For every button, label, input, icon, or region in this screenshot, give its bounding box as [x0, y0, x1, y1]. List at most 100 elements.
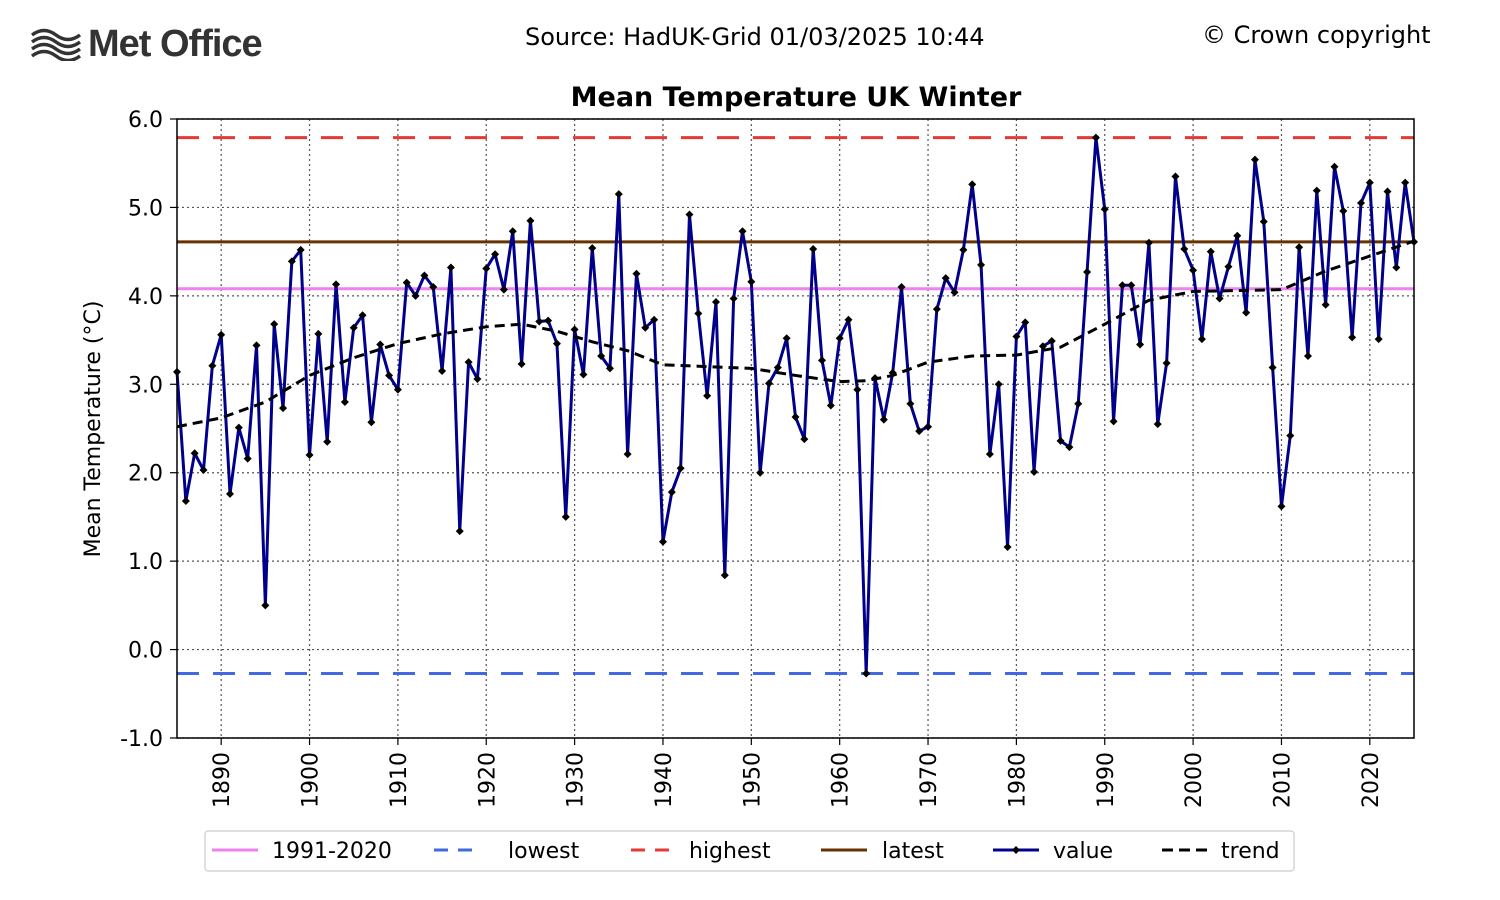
value-point — [226, 489, 235, 498]
value-point — [1277, 502, 1286, 511]
x-tick-label: 2010 — [1270, 752, 1295, 808]
value-point — [270, 320, 279, 329]
value-point — [314, 329, 323, 338]
value-point — [1401, 178, 1410, 187]
value-point — [517, 359, 526, 368]
met-office-logo: Met Office — [30, 22, 263, 66]
value-point — [420, 271, 429, 280]
x-tick-label: 1940 — [652, 752, 677, 808]
value-point — [482, 264, 491, 273]
value-point — [632, 269, 641, 278]
value-point — [747, 277, 756, 286]
value-point — [402, 278, 411, 287]
value-point — [738, 227, 747, 236]
value-point — [1189, 266, 1198, 275]
value-point — [791, 413, 800, 422]
value-point — [367, 418, 376, 427]
value-point — [464, 358, 473, 367]
value-point — [1100, 205, 1109, 214]
y-tick-label: 4.0 — [128, 285, 163, 310]
y-tick-label: 2.0 — [128, 462, 163, 487]
value-point — [915, 427, 924, 436]
value-point — [1303, 351, 1312, 360]
value-point — [1144, 238, 1153, 247]
value-point — [676, 464, 685, 473]
value-point — [1392, 263, 1401, 272]
y-tick-label: -1.0 — [120, 727, 163, 752]
x-tick-label: 2000 — [1182, 752, 1207, 808]
value-point — [1356, 199, 1365, 208]
x-tick-label: 1990 — [1094, 752, 1119, 808]
plot-frame — [176, 118, 1415, 739]
value-point — [756, 468, 765, 477]
x-tick-label: 1920 — [475, 752, 500, 808]
value-point — [508, 227, 517, 236]
value-point — [570, 325, 579, 334]
value-point — [994, 380, 1003, 389]
trend-line — [176, 239, 1415, 429]
value-point — [1180, 244, 1189, 253]
legend-item-value-label: value — [1053, 839, 1113, 864]
value-point — [552, 339, 561, 348]
value-point — [1083, 267, 1092, 276]
value-point — [764, 379, 773, 388]
value-point — [773, 363, 782, 372]
value-point — [941, 274, 950, 283]
legend: 1991-2020 lowest highest latest value trend — [204, 830, 1295, 872]
legend-item-1991-2020-label: 1991-2020 — [272, 839, 392, 864]
value-point — [711, 298, 720, 307]
x-axis-ticks: 1890 1900 1910 1920 1930 1940 1950 1960 1970 1980… — [210, 738, 1384, 808]
value-point — [641, 323, 650, 332]
y-tick-label: 3.0 — [128, 373, 163, 398]
value-point — [685, 210, 694, 219]
x-tick-label: 2020 — [1359, 752, 1384, 808]
value-point — [703, 391, 712, 400]
value-point — [544, 316, 553, 325]
value-point — [358, 311, 367, 320]
value-point — [332, 280, 341, 289]
value-point — [844, 315, 853, 324]
value-point — [1268, 363, 1277, 372]
legend-item-value-marker — [1012, 846, 1020, 854]
value-point — [1109, 417, 1118, 426]
value-point — [1012, 332, 1021, 341]
y-tick-label: 0.0 — [128, 639, 163, 664]
value-point — [1118, 281, 1127, 290]
value-point — [1056, 436, 1065, 445]
grid — [177, 118, 1414, 739]
value-point — [906, 399, 915, 408]
legend-item-lowest-label: lowest — [508, 839, 580, 864]
x-tick-label: 1970 — [917, 752, 942, 808]
value-point — [1091, 133, 1100, 142]
value-point — [623, 450, 632, 459]
value-point — [924, 422, 933, 431]
value-point — [561, 512, 570, 521]
y-tick-label: 5.0 — [128, 196, 163, 221]
value-point — [340, 397, 349, 406]
value-point — [252, 341, 261, 350]
value-point — [323, 437, 332, 446]
x-tick-label: 1890 — [210, 752, 235, 808]
value-point — [694, 309, 703, 318]
value-point — [826, 401, 835, 410]
value-point — [349, 323, 358, 332]
value-point — [1348, 333, 1357, 342]
value-point — [879, 415, 888, 424]
value-point — [199, 466, 208, 475]
value-point — [1074, 399, 1083, 408]
waves-icon — [30, 28, 82, 61]
value-point — [234, 423, 243, 432]
value-point — [438, 367, 447, 376]
value-point — [446, 263, 455, 272]
value-point — [968, 180, 977, 189]
y-axis-ticks: -1.0 0.0 1.0 2.0 3.0 4.0 5.0 6.0 — [120, 108, 177, 752]
x-tick-label: 1980 — [1005, 752, 1030, 808]
value-point — [605, 364, 614, 373]
chart-title: Mean Temperature UK Winter — [571, 82, 1022, 113]
value-point — [1312, 186, 1321, 195]
series — [173, 133, 1418, 678]
value-point — [279, 404, 288, 413]
value-point — [1374, 335, 1383, 344]
value-point — [393, 385, 402, 394]
value-point — [932, 305, 941, 314]
